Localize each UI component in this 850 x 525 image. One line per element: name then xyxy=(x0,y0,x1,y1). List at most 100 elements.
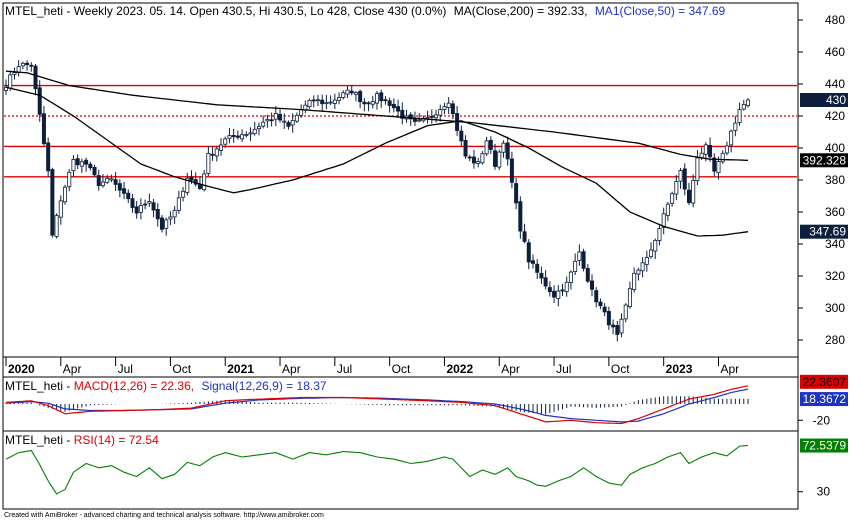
rsi-value-box xyxy=(800,438,848,453)
candle-body xyxy=(606,311,611,326)
candle-body xyxy=(358,91,363,103)
candle-body xyxy=(619,318,624,334)
candle-body xyxy=(686,189,691,203)
candle-body xyxy=(210,153,215,156)
candle-body xyxy=(547,287,552,293)
candle-body xyxy=(362,101,367,105)
candle-body xyxy=(84,159,89,165)
candle-body xyxy=(678,170,683,182)
candle-body xyxy=(75,158,80,166)
candle-body xyxy=(615,325,620,335)
candle-body xyxy=(181,190,186,198)
candle-body xyxy=(665,203,670,216)
footer-credit: Created with AmiBroker - advanced charti… xyxy=(4,512,324,519)
macd-value: 22.3607 xyxy=(803,375,847,389)
candle-body xyxy=(79,161,84,167)
candle-body xyxy=(611,324,616,328)
macd-value-box xyxy=(800,374,848,389)
macd-y-tick-label: -20 xyxy=(813,413,831,427)
candle-body xyxy=(164,219,169,229)
candle-body xyxy=(269,119,274,122)
signal-label: Signal(12,26,9) = 18.37 xyxy=(201,379,326,393)
candle-body xyxy=(58,200,63,218)
candle-body xyxy=(341,92,346,98)
candle-body xyxy=(446,102,451,108)
candle-body xyxy=(315,99,320,102)
candle-body xyxy=(96,175,101,187)
candle-body xyxy=(92,166,97,176)
candle-body xyxy=(594,290,599,303)
price-y-tick-label: 400 xyxy=(825,141,845,155)
candle-body xyxy=(497,151,502,168)
candle-body xyxy=(627,288,632,308)
candle-body xyxy=(450,103,455,115)
candle-body xyxy=(636,269,641,275)
price-y-tick-label: 320 xyxy=(825,269,845,283)
candle-body xyxy=(560,289,565,292)
price-y-tick-label: 460 xyxy=(825,45,845,59)
candle-body xyxy=(54,215,59,237)
rsi-title-prefix: MTEL_heti - xyxy=(5,433,74,447)
date-tick-label: Apr xyxy=(501,362,520,376)
candle-body xyxy=(703,144,708,155)
candle-body xyxy=(733,122,738,131)
candle-body xyxy=(640,262,645,272)
candle-body xyxy=(438,109,443,116)
date-tick-label: 2020 xyxy=(8,362,35,376)
candle-body xyxy=(505,142,510,160)
rsi-line xyxy=(5,444,749,495)
candle-body xyxy=(214,148,219,157)
candle-body xyxy=(530,260,535,264)
candle-body xyxy=(695,157,700,182)
candle-body xyxy=(543,277,548,287)
candle-body xyxy=(526,242,531,263)
candle-body xyxy=(256,126,261,130)
date-tick-label: Oct xyxy=(172,362,191,376)
candle-body xyxy=(480,153,485,164)
candle-body xyxy=(324,102,329,105)
rsi-label: RSI(14) = 72.54 xyxy=(74,433,159,447)
candle-body xyxy=(353,92,358,95)
candle-body xyxy=(602,306,607,313)
ma200-value-box xyxy=(800,153,848,168)
candle-body xyxy=(248,132,253,135)
ma50-value: 347.69 xyxy=(809,225,846,239)
candle-body xyxy=(716,161,721,174)
rsi-y-tick-label: 30 xyxy=(817,485,831,499)
candle-body xyxy=(539,272,544,279)
candle-body xyxy=(459,130,464,142)
candle-body xyxy=(155,209,160,220)
candle-body xyxy=(657,228,662,241)
last-close-value: 430 xyxy=(826,93,846,107)
candle-body xyxy=(147,201,152,204)
candle-body xyxy=(737,109,742,123)
candle-body xyxy=(442,106,447,110)
candle-body xyxy=(509,158,514,183)
candle-body xyxy=(396,106,401,112)
candle-body xyxy=(46,142,51,172)
candle-body xyxy=(535,263,540,273)
candle-body xyxy=(590,280,595,290)
candle-body xyxy=(556,290,561,299)
candle-body xyxy=(12,72,17,75)
date-tick-label: Jul xyxy=(337,362,352,376)
candle-body xyxy=(20,62,25,67)
candle-body xyxy=(476,161,481,164)
date-tick-label: Oct xyxy=(392,362,411,376)
date-tick-label: Apr xyxy=(282,362,301,376)
candle-body xyxy=(391,103,396,109)
ma50-value-box xyxy=(800,224,848,239)
rsi-pane-frame xyxy=(2,430,799,510)
candle-body xyxy=(585,268,590,282)
candle-body xyxy=(8,74,13,89)
candle-body xyxy=(387,100,392,106)
candle-body xyxy=(708,145,713,158)
candle-body xyxy=(138,205,143,213)
candle-body xyxy=(467,156,472,159)
candle-body xyxy=(345,89,350,95)
candle-body xyxy=(581,251,586,269)
candle-body xyxy=(117,183,122,191)
candle-body xyxy=(67,171,72,188)
candle-body xyxy=(598,301,603,307)
